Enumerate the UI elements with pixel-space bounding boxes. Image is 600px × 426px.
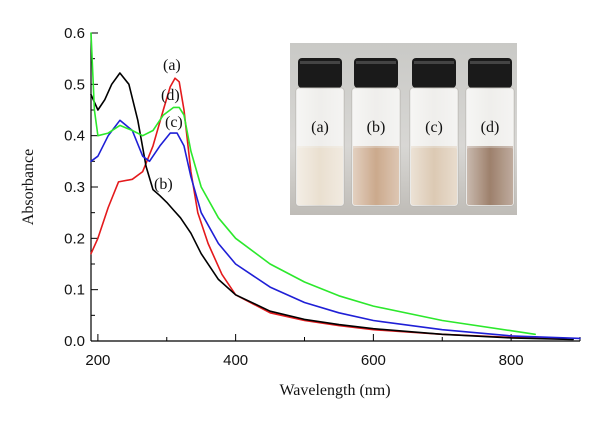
curve-label-d: (d) — [161, 87, 180, 104]
series-line-c — [90, 119, 581, 340]
y-tick-label: 0.6 — [64, 25, 85, 42]
vial-label: (c) — [425, 119, 443, 136]
vial-label: (b) — [367, 119, 386, 136]
x-axis-title: Wavelength (nm) — [279, 382, 390, 399]
series-line-d — [90, 32, 537, 336]
vial-label: (a) — [311, 119, 329, 136]
vials-photo-inset: (a) (b) (c) (d) — [290, 43, 517, 215]
y-tick-label: 0.4 — [64, 128, 85, 145]
curve-label-a: (a) — [163, 57, 181, 74]
series-line-b — [90, 72, 574, 341]
y-tick-label: 0.3 — [64, 179, 85, 196]
vial-a: (a) — [295, 58, 345, 207]
series-layer — [90, 32, 581, 341]
y-tick-label: 0.2 — [64, 230, 85, 247]
vial-c: (c) — [409, 58, 459, 207]
y-axis-title: Absorbance — [20, 149, 37, 225]
vial-cap — [354, 58, 398, 88]
vial-cap — [298, 58, 342, 88]
x-ticks: 200 400 600 800 — [85, 334, 581, 369]
x-tick-label: 800 — [499, 352, 524, 369]
x-tick-label: 200 — [85, 352, 110, 369]
y-tick-label: 0.5 — [64, 76, 85, 93]
curve-label-b: (b) — [154, 176, 173, 193]
x-tick-label: 600 — [361, 352, 386, 369]
y-tick-label: 0.1 — [64, 282, 85, 299]
vial-cap — [468, 58, 512, 88]
curve-label-c: (c) — [165, 114, 183, 131]
series-line-a — [90, 77, 568, 340]
vial-d: (d) — [465, 58, 515, 207]
y-tick-label: 0.0 — [64, 333, 85, 350]
vial-label: (d) — [481, 119, 500, 136]
y-ticks: 0.0 0.1 0.2 0.3 0.4 0.5 0.6 — [64, 25, 98, 350]
vial-b: (b) — [351, 58, 401, 207]
x-tick-label: 400 — [223, 352, 248, 369]
vial-cap — [412, 58, 456, 88]
